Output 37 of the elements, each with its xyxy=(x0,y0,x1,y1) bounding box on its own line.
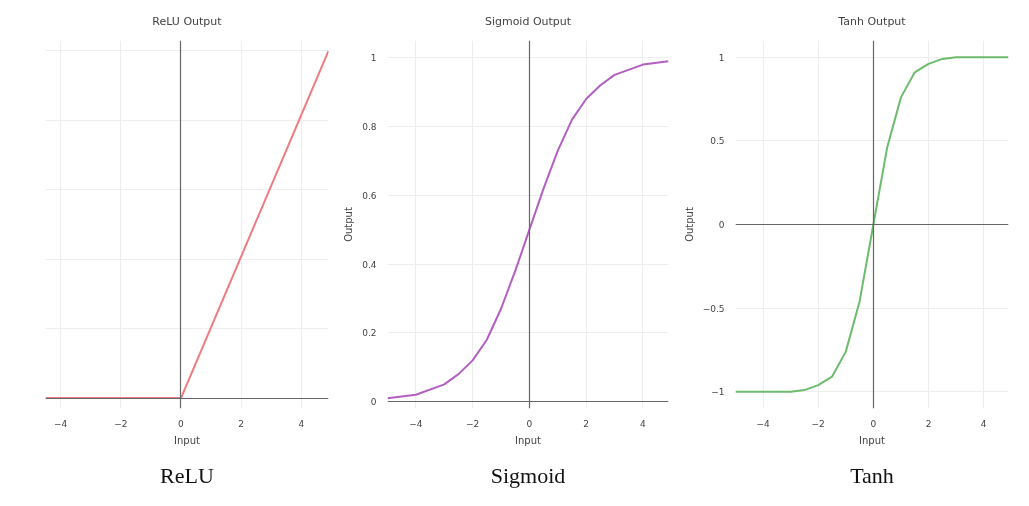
chart-title: Tanh Output xyxy=(837,15,907,28)
text: Sigmoid xyxy=(490,463,566,488)
y-axis-title: Output xyxy=(343,207,355,242)
text: ReLU xyxy=(160,463,214,488)
y-tick-label: 1 xyxy=(370,53,377,64)
x-tick-label: −2 xyxy=(466,418,480,429)
y-axis-title: Output xyxy=(683,207,695,242)
x-tick-label: −2 xyxy=(114,418,128,429)
x-tick-label: 2 xyxy=(238,418,245,429)
x-axis-title: Input xyxy=(859,434,886,446)
y-tick-label: −0.5 xyxy=(702,303,725,314)
x-tick-label: 0 xyxy=(870,418,877,429)
y-tick-label: 0.8 xyxy=(362,121,377,132)
y-tick-label: 0 xyxy=(718,220,725,230)
x-tick-label: −4 xyxy=(756,418,770,429)
x-axis-title: Input xyxy=(174,434,201,446)
text: Tanh xyxy=(850,463,894,488)
x-tick-label: 4 xyxy=(640,418,647,429)
x-axis-title: Input xyxy=(515,434,542,446)
x-tick-label: 4 xyxy=(980,418,987,429)
y-tick-label: 0.6 xyxy=(362,190,377,201)
x-tick-label: −4 xyxy=(409,418,423,429)
x-tick-label: 2 xyxy=(583,418,590,429)
y-tick-label: 0.2 xyxy=(362,328,377,339)
x-tick-label: 4 xyxy=(298,418,305,429)
x-tick-label: 2 xyxy=(925,418,932,429)
y-tick-label: −1 xyxy=(711,387,725,398)
x-tick-label: 0 xyxy=(526,418,533,429)
x-tick-label: −2 xyxy=(811,418,825,429)
x-tick-label: −4 xyxy=(53,418,68,429)
y-tick-label: 0.5 xyxy=(710,136,725,147)
chart-title: Sigmoid Output xyxy=(484,15,572,28)
chart-title: ReLU Output xyxy=(152,15,223,28)
y-tick-label: 0 xyxy=(370,397,377,408)
y-tick-label: 0.4 xyxy=(362,259,377,270)
y-tick-label: 1 xyxy=(718,52,725,63)
x-tick-label: 0 xyxy=(178,418,185,429)
